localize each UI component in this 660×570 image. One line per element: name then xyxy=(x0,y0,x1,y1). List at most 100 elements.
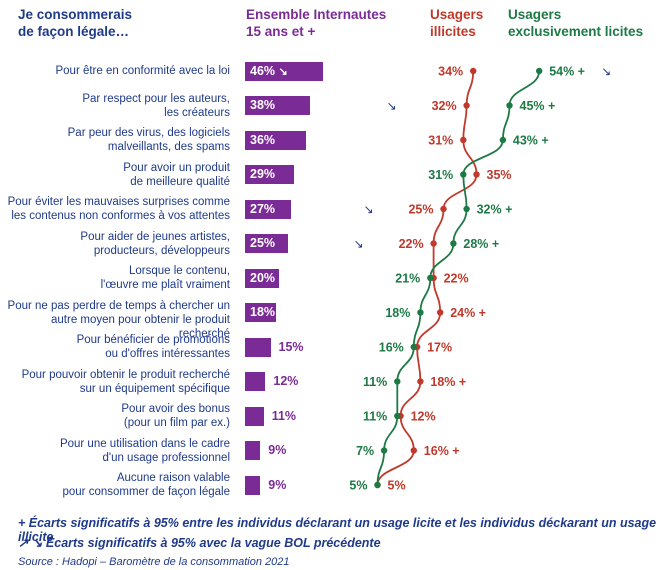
bar-value-text: 11% xyxy=(271,408,297,423)
point-value-label: 28% + xyxy=(463,237,499,251)
point-value-label: 31% xyxy=(428,168,453,182)
point-value-label: 54% + xyxy=(549,65,585,79)
category-label: Pour pouvoir obtenir le produit recherch… xyxy=(21,368,230,395)
series-point xyxy=(463,102,470,109)
point-value-label: 21% xyxy=(395,272,420,286)
trend-down-icon: ↘ xyxy=(278,65,288,78)
point-value-label: 11% xyxy=(363,375,387,389)
point-value-label: 34% xyxy=(438,65,463,79)
bar xyxy=(245,199,291,219)
series-point xyxy=(410,343,417,351)
trend-down-icon: ↘ xyxy=(601,65,611,79)
series-point xyxy=(427,274,434,282)
footnote-significance-licit: + Écarts significatifs à 95% entre les i… xyxy=(18,516,657,544)
bar xyxy=(245,337,271,357)
bar-value-label: 9% xyxy=(268,476,286,495)
bar-value-label: 38% xyxy=(250,96,275,115)
point-value-label: 16% xyxy=(379,341,404,355)
series-point xyxy=(460,136,467,144)
bar-value-text: 9% xyxy=(268,477,287,492)
point-value-label: 31% xyxy=(428,134,453,148)
point-value-label: 24% + xyxy=(450,306,486,320)
bar-value-text: 15% xyxy=(278,339,304,354)
trend-down-icon: ↘ xyxy=(363,203,373,217)
trend-down-icon: ↘ xyxy=(354,237,364,251)
category-label: Pour bénéficier de promotions ou d'offre… xyxy=(76,334,230,360)
bar xyxy=(245,234,288,253)
point-value-label: 35% xyxy=(487,168,512,182)
bar xyxy=(245,96,310,115)
bar-value-label: 11% xyxy=(272,407,296,426)
point-value-label: 22% xyxy=(444,272,469,286)
bar-value-text: 46% xyxy=(250,63,276,78)
bar xyxy=(245,372,266,391)
series-point xyxy=(437,309,444,316)
series-point xyxy=(463,205,470,213)
bar-value-label: 9% xyxy=(268,441,286,460)
bar xyxy=(245,441,261,460)
bar-value-label: 20% xyxy=(250,269,275,288)
series-point xyxy=(450,240,457,247)
source-note: Source : Hadopi – Baromètre de la consom… xyxy=(18,556,290,568)
series-point xyxy=(473,171,480,178)
bar-value-text: 38% xyxy=(250,98,276,112)
point-value-label: 25% xyxy=(408,203,433,217)
series-point xyxy=(460,171,467,178)
point-value-label: 5% xyxy=(349,479,367,493)
dot-chart: 34% 32% ↘ 31% 35% 25% ↘ 22% ↘ 22% 24% + 17% 18% + 12%… xyxy=(349,65,611,493)
bar-value-label: 46% ↘ xyxy=(250,62,288,82)
point-value-label: 18% + xyxy=(430,375,466,389)
bar xyxy=(245,130,307,150)
bar-value-text: 27% xyxy=(250,201,276,216)
licit-users-header: Usagers exclusivement licites xyxy=(508,7,644,39)
category-label: Par respect pour les auteurs, les créate… xyxy=(82,92,230,119)
category-label: Pour avoir un produit de meilleure quali… xyxy=(123,161,230,188)
point-value-label: 11% xyxy=(363,410,387,424)
series-point xyxy=(470,67,477,75)
category-label: Pour éviter les mauvaises surprises comm… xyxy=(7,196,230,222)
series-point xyxy=(499,136,507,144)
bar-value-text: 9% xyxy=(268,443,287,457)
question-header: Je consommerais de façon légale… xyxy=(18,7,133,39)
category-label: Par peur des virus, des logiciels malvei… xyxy=(67,127,230,153)
category-label: Pour une utilisation dans le cadre d'un … xyxy=(59,437,230,464)
series-point xyxy=(394,378,401,385)
series-point xyxy=(440,205,447,213)
bar xyxy=(245,475,261,495)
bar xyxy=(245,303,276,322)
illicit-users-header: Usagers illicites xyxy=(430,7,484,39)
series-point xyxy=(380,447,388,454)
point-value-label: 43% + xyxy=(513,134,549,148)
series-point xyxy=(374,481,381,489)
bar-value-text: 25% xyxy=(250,236,276,250)
bar xyxy=(245,406,264,426)
bar-value-label: 15% xyxy=(279,338,304,357)
point-value-label: 18% xyxy=(385,306,410,320)
bar xyxy=(245,268,279,288)
footnote-significance-wave: ↗ ↘ Écarts significatifs à 95% avec la v… xyxy=(18,535,381,550)
series-point xyxy=(417,309,424,316)
bar-value-text: 29% xyxy=(250,167,276,181)
point-value-label: 7% xyxy=(356,444,374,458)
footnote-wave-text: Écarts significatifs à 95% avec la vague… xyxy=(45,536,381,550)
category-label: Pour aider de jeunes artistes, producteu… xyxy=(80,230,230,257)
bar-value-text: 36% xyxy=(250,132,276,147)
point-value-label: 22% xyxy=(399,237,424,251)
category-label: Pour ne pas perdre de temps à chercher u… xyxy=(7,299,230,340)
bar-value-label: 29% xyxy=(250,165,275,184)
bar xyxy=(245,61,324,81)
series-point xyxy=(394,412,401,420)
bar-value-text: 18% xyxy=(250,305,276,319)
series-point xyxy=(536,67,543,75)
series-point xyxy=(410,447,417,454)
all-users-header: Ensemble Internautes 15 ans et + xyxy=(246,7,387,39)
bar xyxy=(245,165,295,184)
category-label: Lorsque le contenu, l'œuvre me plaît vra… xyxy=(100,265,230,291)
bar-value-label: 25% xyxy=(250,234,275,253)
point-value-label: 12% xyxy=(411,410,436,424)
trend-down-icon: ↘ xyxy=(387,99,397,113)
point-value-label: 5% xyxy=(388,479,406,493)
category-label: Pour être en conformité avec la loi xyxy=(55,65,230,77)
bar-value-label: 36% xyxy=(250,131,275,150)
point-value-label: 17% xyxy=(427,341,452,355)
